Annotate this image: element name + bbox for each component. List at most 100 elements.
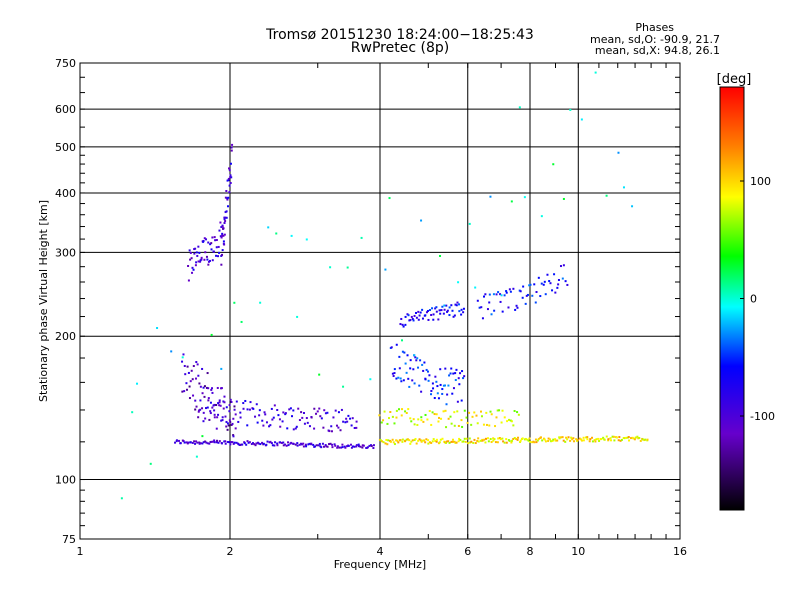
data-point — [262, 442, 265, 445]
data-point — [451, 392, 454, 395]
data-point — [435, 310, 438, 313]
data-point — [294, 427, 297, 430]
data-point — [428, 409, 431, 412]
x-tick-label: 6 — [464, 545, 471, 558]
data-point — [302, 442, 305, 445]
data-point — [387, 439, 390, 442]
data-point — [224, 216, 227, 219]
data-point — [488, 301, 491, 304]
data-point — [219, 404, 222, 407]
data-point — [221, 253, 224, 256]
data-point — [246, 424, 249, 427]
data-point — [436, 385, 439, 388]
data-point — [481, 317, 484, 320]
data-point — [210, 333, 213, 336]
data-point — [185, 388, 188, 391]
data-point — [257, 442, 260, 445]
data-point — [320, 446, 323, 449]
data-point — [389, 440, 392, 443]
data-point — [415, 316, 418, 319]
data-point — [347, 444, 350, 447]
data-point — [549, 438, 552, 441]
data-point — [211, 259, 214, 262]
data-point — [225, 210, 228, 213]
data-point — [459, 372, 462, 375]
data-point — [194, 399, 197, 402]
data-point — [396, 439, 399, 442]
data-point — [372, 447, 375, 450]
data-point — [248, 408, 251, 411]
data-point — [564, 440, 567, 443]
data-point — [450, 304, 453, 307]
data-point — [198, 409, 201, 412]
data-point — [424, 378, 427, 381]
data-point — [290, 441, 293, 444]
data-point — [174, 441, 177, 444]
data-point — [395, 377, 398, 380]
data-point — [540, 215, 543, 218]
data-point — [227, 196, 230, 199]
data-point — [603, 438, 606, 441]
data-point — [426, 370, 429, 373]
data-point — [305, 417, 308, 420]
data-point — [183, 364, 186, 367]
data-point — [226, 179, 229, 182]
data-point — [627, 436, 630, 439]
data-point — [552, 438, 555, 441]
data-point — [334, 444, 337, 447]
data-point — [411, 439, 414, 442]
data-point — [405, 411, 408, 414]
data-point — [197, 374, 200, 377]
data-point — [441, 437, 444, 440]
data-point — [225, 420, 228, 423]
data-point — [417, 318, 420, 321]
data-point — [586, 436, 589, 439]
data-point — [405, 371, 408, 374]
data-point — [308, 425, 311, 428]
data-point — [562, 197, 565, 200]
data-point — [189, 441, 192, 444]
data-point — [326, 411, 329, 414]
data-point — [637, 437, 640, 440]
data-point — [212, 250, 215, 253]
y-tick-label: 75 — [62, 533, 76, 546]
data-point — [203, 385, 206, 388]
y-tick-label: 100 — [55, 474, 76, 487]
data-point — [458, 437, 461, 440]
data-point — [454, 441, 457, 444]
data-point — [217, 441, 220, 444]
data-point — [220, 419, 223, 422]
data-point — [411, 379, 414, 382]
y-tick-label: 750 — [55, 57, 76, 70]
data-point — [213, 409, 216, 412]
data-point — [468, 411, 471, 414]
data-point — [535, 291, 538, 294]
data-point — [428, 441, 431, 444]
data-point — [572, 437, 575, 440]
data-point — [295, 425, 298, 428]
data-point — [557, 283, 560, 286]
data-point — [304, 443, 307, 446]
data-point — [473, 411, 476, 414]
data-point — [474, 286, 477, 289]
data-point — [208, 418, 211, 421]
data-point — [229, 162, 232, 165]
data-point — [414, 437, 417, 440]
data-point — [486, 437, 489, 440]
data-point — [598, 440, 601, 443]
data-point — [223, 401, 226, 404]
data-point — [641, 438, 644, 441]
data-point — [202, 441, 205, 444]
data-point — [252, 407, 255, 410]
data-point — [395, 439, 398, 442]
data-point — [395, 409, 398, 412]
data-point — [529, 283, 532, 286]
data-point — [557, 278, 560, 281]
data-point — [192, 365, 195, 368]
data-point — [200, 256, 203, 259]
data-point — [554, 439, 557, 442]
data-point — [398, 367, 401, 370]
data-point — [305, 445, 308, 448]
data-point — [431, 411, 434, 414]
